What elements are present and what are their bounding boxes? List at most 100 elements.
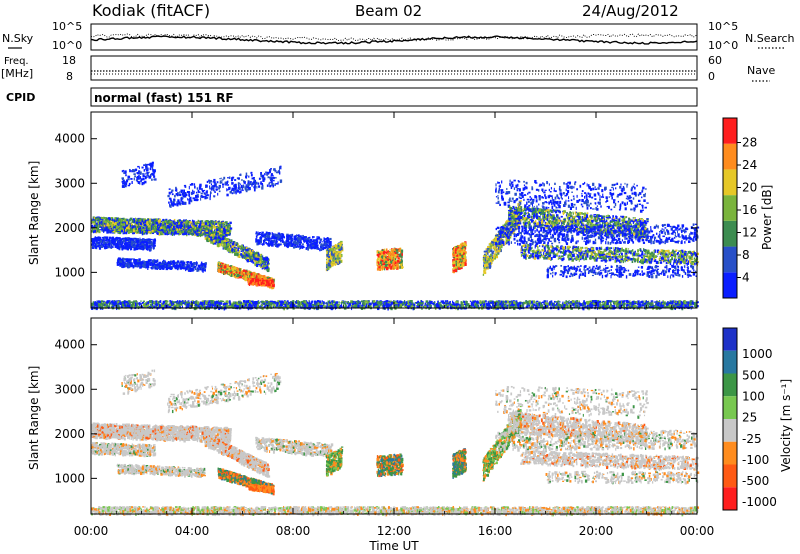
- data-cell: [549, 301, 551, 303]
- data-cell: [204, 230, 206, 233]
- data-cell: [296, 300, 298, 304]
- data-cell: [103, 237, 106, 241]
- data-cell: [169, 220, 171, 224]
- data-cell: [235, 301, 238, 305]
- data-cell: [176, 223, 179, 227]
- data-cell: [351, 302, 353, 305]
- data-cell: [194, 233, 196, 237]
- data-cell: [94, 228, 97, 231]
- data-cell: [199, 233, 202, 237]
- data-cell: [135, 247, 137, 251]
- data-cell: [209, 226, 211, 229]
- data-cell: [496, 303, 499, 307]
- data-cell: [200, 220, 204, 223]
- data-cell: [452, 301, 455, 306]
- data-cell: [561, 305, 564, 309]
- data-cell: [135, 222, 138, 224]
- data-cell: [122, 238, 126, 243]
- data-cell: [209, 303, 212, 306]
- data-cell: [696, 305, 699, 307]
- data-cell: [169, 224, 172, 227]
- data-cell: [218, 300, 220, 303]
- data-cell: [180, 221, 182, 224]
- data-cell: [173, 233, 175, 236]
- data-cell: [429, 302, 432, 305]
- data-cell: [163, 220, 166, 224]
- data-cell: [599, 300, 602, 303]
- data-cell: [223, 301, 225, 304]
- data-cell: [579, 304, 581, 307]
- data-cell: [315, 305, 317, 309]
- data-cell: [98, 238, 101, 241]
- data-cell: [623, 300, 626, 302]
- data-cell: [104, 239, 107, 242]
- data-cell: [119, 229, 122, 233]
- data-cell: [604, 301, 606, 305]
- data-cell: [222, 226, 224, 229]
- nsky-traces: [90, 33, 698, 45]
- data-cell: [448, 301, 451, 304]
- data-cell: [137, 223, 140, 225]
- data-cell: [557, 303, 560, 307]
- data-cell: [298, 302, 300, 304]
- data-cell: [136, 225, 140, 228]
- data-cell: [400, 303, 403, 307]
- data-cell: [689, 300, 692, 304]
- data-cell: [105, 217, 109, 220]
- data-cell: [610, 301, 612, 306]
- data-cell: [205, 301, 208, 305]
- data-cell: [203, 228, 205, 231]
- data-cell: [585, 301, 587, 304]
- data-cell: [692, 300, 694, 303]
- data-cell: [551, 302, 554, 306]
- data-cell: [108, 227, 112, 231]
- data-cell: [186, 262, 189, 264]
- data-cell: [125, 225, 127, 227]
- data-cell: [152, 239, 154, 241]
- data-cell: [495, 300, 499, 303]
- data-cell: [120, 238, 123, 242]
- data-cell: [129, 244, 132, 248]
- data-cell: [633, 305, 636, 307]
- data-cell: [509, 302, 512, 305]
- data-cell: [108, 243, 111, 247]
- data-cell: [109, 227, 111, 229]
- data-cell: [139, 226, 141, 229]
- data-cell: [339, 305, 342, 307]
- data-cell: [94, 218, 96, 221]
- data-cell: [191, 232, 195, 236]
- data-cell: [338, 303, 340, 306]
- data-cell: [613, 302, 616, 305]
- data-cell: [438, 303, 441, 308]
- data-cell: [559, 303, 562, 308]
- data-cell: [106, 241, 110, 243]
- data-cell: [430, 303, 432, 308]
- data-cell: [443, 301, 446, 305]
- data-cell: [565, 306, 567, 309]
- data-cell: [327, 303, 330, 307]
- data-cell: [196, 221, 199, 224]
- data-cell: [311, 303, 315, 306]
- data-cell: [161, 230, 164, 235]
- data-cell: [690, 300, 693, 302]
- data-cell: [166, 232, 169, 236]
- data-cell: [689, 306, 692, 308]
- data-cell: [207, 220, 209, 224]
- data-cell: [211, 223, 215, 225]
- data-cell: [220, 228, 223, 232]
- data-cell: [437, 303, 439, 306]
- data-cell: [151, 229, 154, 233]
- data-cell: [114, 301, 117, 303]
- data-cell: [631, 301, 635, 304]
- data-cell: [141, 242, 144, 246]
- data-cell: [229, 221, 232, 225]
- data-cell: [170, 220, 173, 222]
- data-cell: [197, 268, 200, 272]
- data-cell: [211, 305, 214, 308]
- data-cell: [205, 225, 208, 228]
- data-cell: [410, 300, 413, 304]
- data-cell: [499, 300, 501, 304]
- data-cell: [382, 305, 385, 308]
- data-cell: [166, 305, 169, 308]
- data-cell: [144, 247, 146, 250]
